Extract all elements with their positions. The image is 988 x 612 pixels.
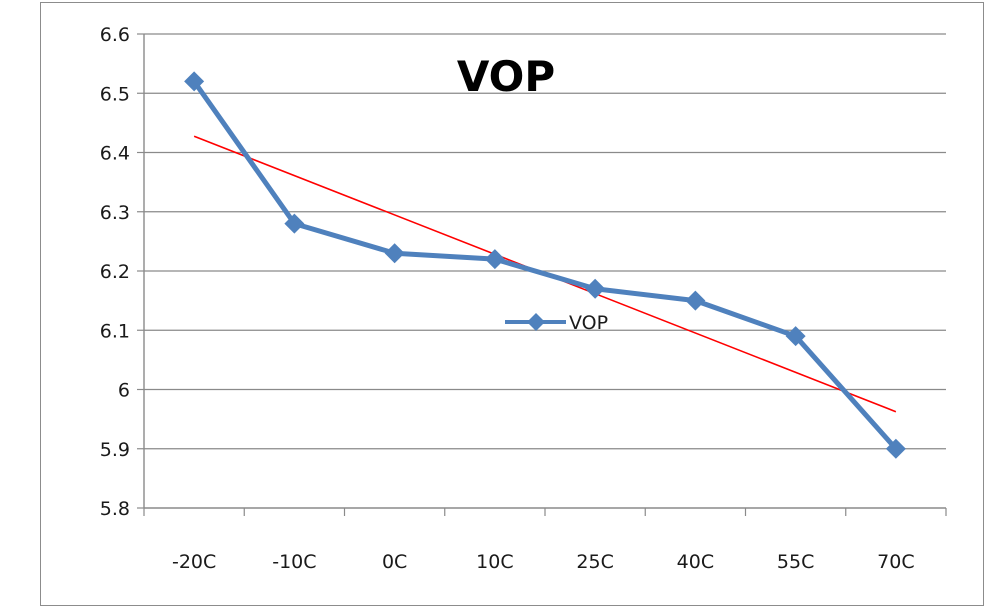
data-point-marker [184, 71, 205, 92]
x-tick-label: 10C [476, 551, 513, 573]
axes [137, 33, 947, 516]
x-tick-label: 40C [677, 551, 714, 573]
series-line-vop [192, 79, 898, 451]
y-tick-label: 5.9 [100, 439, 130, 461]
x-tick-label: 70C [877, 551, 914, 573]
legend-marker-icon [527, 313, 545, 331]
y-tick-label: 6.1 [100, 320, 130, 342]
data-point-marker [785, 326, 806, 347]
series-layer [184, 71, 906, 459]
y-tick-label: 6.3 [100, 202, 130, 224]
data-point-marker [885, 438, 906, 459]
x-tick-label: 0C [382, 551, 407, 573]
vop-line-chart: 6.6 6.5 6.4 6.3 6.2 6.1 6 5.9 5.8 -20C -10C 0C 10C 2… [100, 24, 947, 573]
y-tick-labels: 6.6 6.5 6.4 6.3 6.2 6.1 6 5.9 5.8 [100, 24, 130, 520]
legend: VOP [505, 312, 608, 334]
y-tick-label: 6.5 [100, 83, 130, 105]
chart-frame: 6.6 6.5 6.4 6.3 6.2 6.1 6 5.9 5.8 -20C -10C 0C 10C 2… [40, 2, 984, 606]
data-point-marker [685, 290, 706, 311]
y-tick-label: 6.4 [100, 143, 130, 165]
y-tick-label: 6.2 [100, 261, 130, 283]
x-tick-label: 25C [576, 551, 613, 573]
legend-label: VOP [569, 312, 608, 334]
x-tick-label: 55C [777, 551, 814, 573]
data-point-marker [384, 243, 405, 264]
y-tick-label: 6 [118, 380, 130, 402]
chart-title: VOP [457, 52, 555, 101]
x-tick-label: -10C [272, 551, 316, 573]
data-point-marker [585, 278, 606, 299]
x-tick-labels: -20C -10C 0C 10C 25C 40C 55C 70C [172, 551, 915, 573]
gridlines [144, 33, 946, 450]
x-tick-label: -20C [172, 551, 216, 573]
y-tick-label: 6.6 [100, 24, 130, 46]
data-point-marker [484, 249, 505, 270]
y-tick-label: 5.8 [100, 498, 130, 520]
data-point-marker [284, 213, 305, 234]
